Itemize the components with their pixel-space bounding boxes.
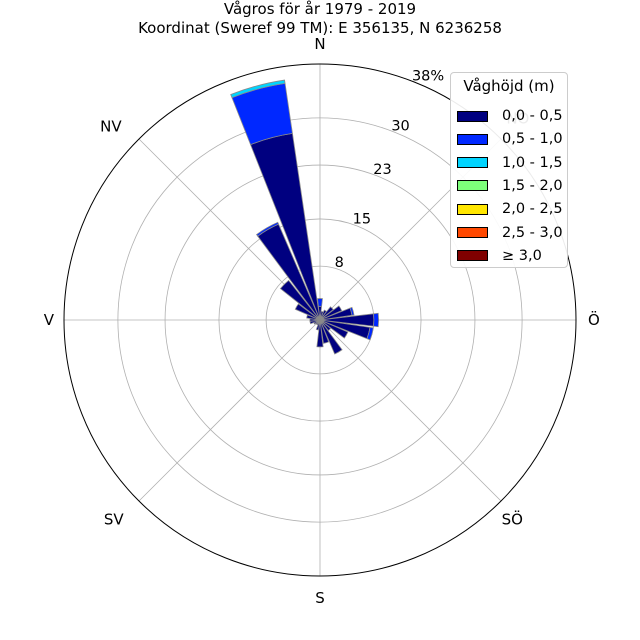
rose-bar-segment	[366, 326, 374, 341]
legend: Våghöjd (m) 0,0 - 0,5 0,5 - 1,0 1,0 - 1,5 1…	[450, 72, 568, 268]
legend-swatch	[457, 250, 488, 262]
legend-label: 2,0 - 2,5	[502, 201, 563, 218]
legend-label: 1,0 - 1,5	[502, 154, 563, 171]
rose-bar-segment	[349, 306, 355, 316]
legend-swatch	[457, 157, 488, 169]
rose-bar-segment	[319, 319, 349, 339]
legend-swatch	[457, 133, 488, 145]
rose-bar-segment	[319, 319, 330, 344]
direction-label: N	[314, 35, 325, 53]
radial-tick-label: 38%	[412, 68, 444, 84]
rose-bar-segment	[279, 279, 321, 321]
legend-item: 0,5 - 1,0	[457, 129, 563, 149]
legend-swatch	[457, 227, 488, 238]
legend-item: 1,0 - 1,5	[457, 153, 563, 173]
direction-label: Ö	[588, 310, 600, 329]
radial-tick-label: 8	[335, 255, 344, 271]
legend-item: 1,5 - 2,0	[457, 176, 563, 196]
legend-item: ≥ 3,0	[457, 246, 542, 266]
rose-bar-segment	[316, 319, 324, 348]
direction-label: SV	[104, 510, 125, 528]
legend-label: 2,5 - 3,0	[502, 224, 563, 241]
legend-label: 0,5 - 1,0	[502, 131, 563, 148]
legend-item: 2,5 - 3,0	[457, 223, 563, 243]
legend-swatch	[457, 203, 488, 215]
legend-label: 0,0 - 0,5	[502, 108, 563, 124]
legend-swatch	[457, 110, 488, 122]
radial-tick-label: 30	[391, 118, 409, 134]
radial-tick-label: 23	[373, 162, 391, 178]
rose-bar-segment	[319, 306, 334, 321]
legend-item: 0,0 - 0,5	[457, 106, 563, 126]
direction-label: SÖ	[502, 509, 523, 528]
direction-label: NV	[100, 118, 122, 136]
chart-title: Vågros för år 1979 - 2019	[223, 0, 417, 18]
legend-label: ≥ 3,0	[502, 247, 542, 264]
rose-bar-segment	[319, 319, 343, 355]
direction-label: V	[44, 311, 55, 329]
direction-label: S	[315, 589, 325, 607]
rose-bar-segment	[230, 79, 286, 99]
rose-bar-segment	[317, 298, 323, 308]
chart-subtitle: Koordinat (Sweref 99 TM): E 356135, N 62…	[138, 19, 502, 37]
legend-label: 1,5 - 2,0	[502, 177, 563, 194]
angular-gridline	[138, 319, 321, 502]
rose-bar-segment	[255, 221, 280, 237]
legend-swatch	[457, 180, 488, 192]
radial-tick-label: 15	[353, 212, 371, 228]
rose-bar-segment	[319, 319, 332, 332]
angular-gridline	[319, 319, 502, 502]
rose-bar-segment	[294, 303, 321, 321]
rose-bar-segment	[373, 312, 380, 328]
legend-title: Våghöjd (m)	[463, 77, 555, 95]
rose-bar-segment	[319, 305, 343, 321]
outer-axis-circle	[63, 63, 577, 577]
legend-item: 2,0 - 2,5	[457, 199, 563, 219]
